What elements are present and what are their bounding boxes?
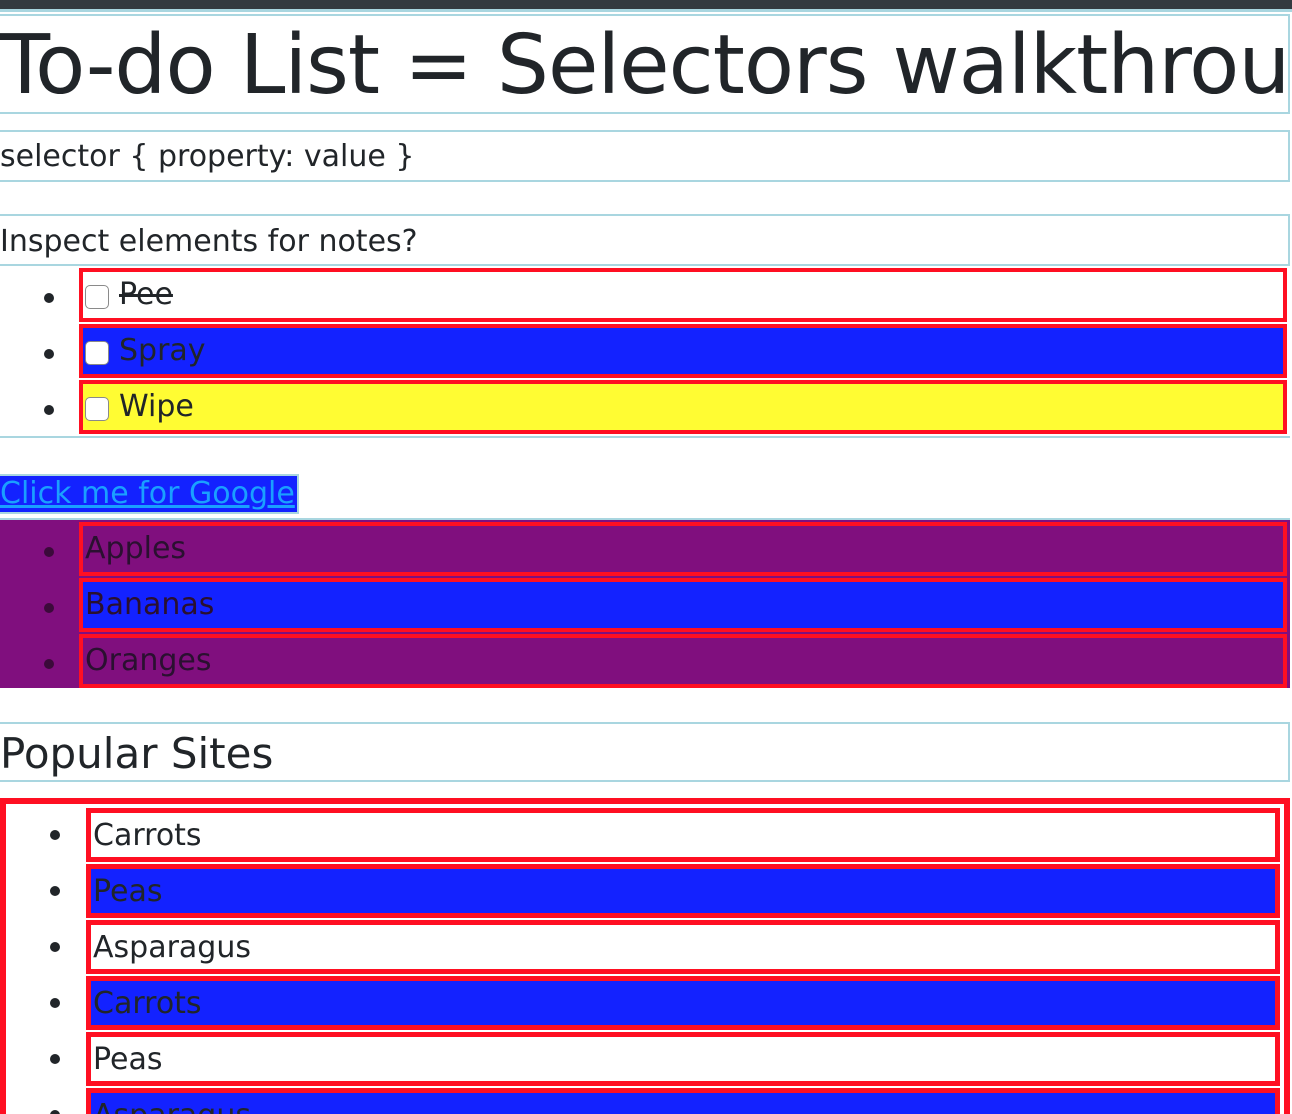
todo-checkbox[interactable] bbox=[85, 341, 109, 365]
bullet-icon bbox=[44, 547, 54, 557]
bullet-icon bbox=[44, 293, 54, 303]
vegetable-label: Asparagus bbox=[93, 930, 251, 965]
todo-checkbox[interactable] bbox=[85, 285, 109, 309]
todo-item-wipe: Wipe bbox=[79, 380, 1287, 434]
vegetable-label: Peas bbox=[93, 874, 163, 909]
google-link[interactable]: Click me for Google bbox=[0, 474, 299, 514]
bullet-icon bbox=[44, 659, 54, 669]
bullet-icon bbox=[44, 405, 54, 415]
todo-label: Pee bbox=[119, 277, 173, 312]
fruit-list: Apples Bananas Oranges bbox=[0, 518, 1290, 688]
sites-heading: Popular Sites bbox=[0, 722, 1290, 782]
todo-item-pee: Pee bbox=[79, 268, 1287, 322]
bullet-icon bbox=[50, 886, 60, 896]
bullet-icon bbox=[50, 830, 60, 840]
vegetable-item: Asparagus bbox=[86, 1088, 1280, 1114]
vegetable-item: Asparagus bbox=[86, 920, 1280, 974]
vegetable-list: Carrots Peas Asparagus Carrots Peas Aspa… bbox=[0, 798, 1290, 1114]
fruit-label: Apples bbox=[85, 531, 187, 566]
vegetable-label: Carrots bbox=[93, 986, 202, 1021]
todo-list: Pee Spray Wipe bbox=[0, 266, 1290, 438]
vegetable-item: Carrots bbox=[86, 808, 1280, 862]
fruit-item: Oranges bbox=[79, 634, 1287, 688]
vegetable-label: Carrots bbox=[93, 818, 202, 853]
top-bar bbox=[0, 0, 1292, 12]
fruit-item: Bananas bbox=[79, 578, 1287, 632]
syntax-paragraph: selector { property: value } bbox=[0, 130, 1290, 182]
fruit-label: Oranges bbox=[85, 643, 212, 678]
todo-checkbox[interactable] bbox=[85, 397, 109, 421]
inspect-paragraph: Inspect elements for notes? bbox=[0, 214, 1290, 266]
bullet-icon bbox=[50, 1054, 60, 1064]
page-title: To-do List = Selectors walkthrough bbox=[0, 14, 1290, 114]
vegetable-item: Peas bbox=[86, 864, 1280, 918]
fruit-label: Bananas bbox=[85, 587, 215, 622]
bullet-icon bbox=[50, 998, 60, 1008]
todo-label: Wipe bbox=[119, 389, 194, 424]
fruit-item: Apples bbox=[79, 522, 1287, 576]
bullet-icon bbox=[50, 1110, 60, 1114]
bullet-icon bbox=[44, 349, 54, 359]
bullet-icon bbox=[50, 942, 60, 952]
vegetable-label: Asparagus bbox=[93, 1093, 251, 1114]
vegetable-item: Carrots bbox=[86, 976, 1280, 1030]
vegetable-label: Peas bbox=[93, 1042, 163, 1077]
todo-label: Spray bbox=[119, 333, 206, 368]
bullet-icon bbox=[44, 603, 54, 613]
todo-item-spray: Spray bbox=[79, 324, 1287, 378]
vegetable-item: Peas bbox=[86, 1032, 1280, 1086]
